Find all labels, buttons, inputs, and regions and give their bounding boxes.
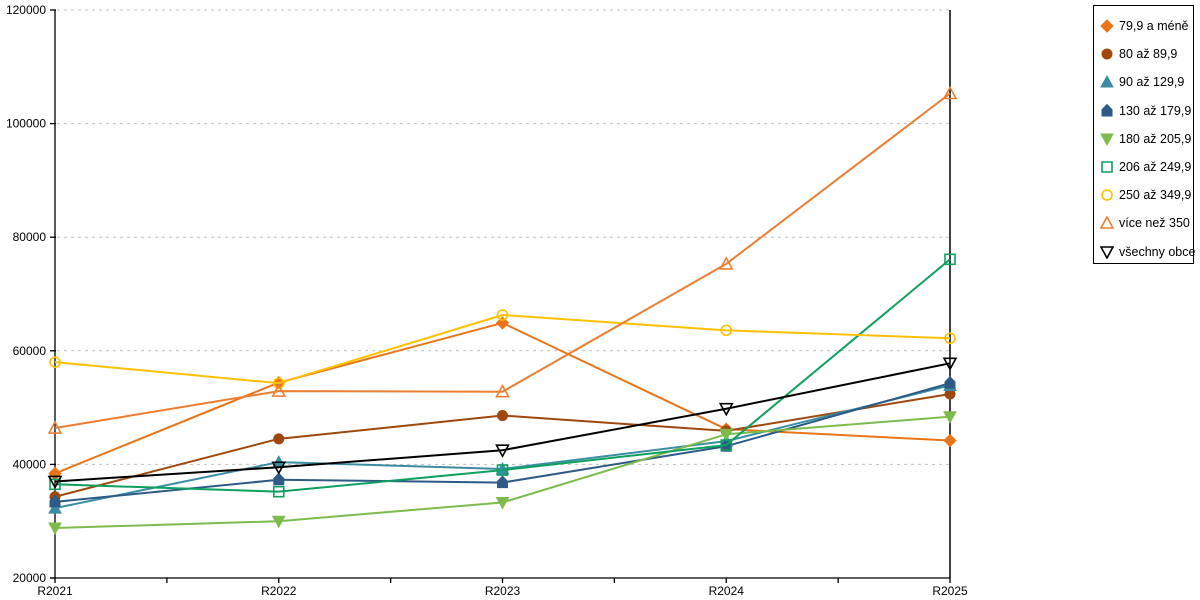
series-marker (718, 402, 734, 417)
series-marker (944, 375, 956, 389)
series-marker (497, 410, 508, 422)
series-206 až 249,9 (49, 253, 956, 498)
series-marker (272, 377, 285, 389)
x-tick-label: R2021 (37, 584, 73, 598)
series-marker (943, 433, 957, 448)
series-více než 350 (47, 85, 958, 434)
y-tick-label: 60000 (13, 344, 47, 358)
series-marker (496, 309, 509, 321)
legend-item: více než 350 (1099, 209, 1193, 237)
x-tick-label: R2025 (932, 584, 968, 598)
pentagon-icon (1100, 103, 1114, 118)
series-marker (271, 383, 287, 397)
triangle-up-icon (1099, 215, 1115, 230)
legend-item: 80 až 89,9 (1100, 40, 1193, 68)
legend-item: 90 až 129,9 (1100, 68, 1193, 96)
series-130 až 179,9 (49, 375, 956, 508)
y-tick-label: 100000 (6, 117, 46, 131)
legend-label: více než 350 (1119, 216, 1190, 231)
series-marker (47, 475, 63, 490)
series-line (54, 362, 951, 483)
y-tick-label: 20000 (13, 571, 47, 585)
series-marker (48, 501, 62, 514)
series-90 až 129,9 (48, 378, 957, 514)
legend-label: 250 až 349,9 (1119, 188, 1192, 203)
series-marker (272, 485, 285, 498)
legend-label: 206 až 249,9 (1119, 160, 1192, 175)
series-všechny obce (47, 357, 958, 490)
x-tick-label: R2022 (261, 584, 297, 598)
series-marker (271, 461, 287, 475)
diamond-icon (1100, 19, 1114, 33)
y-tick-label: 40000 (13, 457, 47, 471)
series-marker (720, 439, 733, 451)
legend-item: 180 až 205,9 (1100, 125, 1193, 153)
series-marker (944, 332, 956, 345)
series-marker (942, 357, 958, 371)
legend-item: 130 až 179,9 (1100, 97, 1193, 125)
x-tick-label: R2024 (709, 584, 745, 598)
series-marker (943, 411, 957, 424)
series-marker (495, 384, 510, 398)
legend-item: všechny obce (1099, 238, 1196, 266)
series-marker (495, 496, 510, 510)
series-line (54, 92, 951, 430)
series-marker (273, 433, 285, 445)
circle-icon (1100, 188, 1114, 202)
series-marker (47, 420, 63, 434)
legend-label: 180 až 205,9 (1119, 131, 1192, 146)
series-marker (49, 478, 61, 491)
legend-label: 79,9 a méně (1119, 19, 1189, 34)
series-250 až 349,9 (49, 309, 956, 389)
series-marker (49, 356, 61, 368)
triangle-up-icon (1100, 75, 1114, 89)
legend-label: 90 až 129,9 (1119, 75, 1185, 90)
legend-label: 80 až 89,9 (1119, 47, 1178, 62)
series-180 až 205,9 (48, 411, 957, 536)
legend-item: 206 až 249,9 (1100, 153, 1193, 181)
y-tick-label: 120000 (6, 3, 46, 17)
series-marker (48, 466, 62, 481)
legend: 79,9 a méně 80 až 89,9 90 až 129,9 130 až 1… (1093, 5, 1196, 266)
series-marker (944, 253, 956, 266)
triangle-down-icon (1100, 132, 1114, 146)
square-icon (1100, 160, 1114, 174)
legend-item: 250 až 349,9 (1100, 181, 1193, 209)
y-tick-label: 80000 (13, 230, 47, 244)
series-marker (48, 522, 62, 536)
circle-icon (1100, 47, 1114, 61)
series-marker (271, 515, 286, 529)
series-marker (497, 475, 508, 489)
series-marker (496, 464, 509, 476)
series-marker (942, 85, 958, 100)
series-line (54, 314, 951, 385)
legend-label: 130 až 179,9 (1119, 103, 1192, 118)
legend-item: 79,9 a méně (1100, 12, 1193, 40)
series-marker (49, 494, 61, 508)
series-marker (719, 428, 734, 442)
series-marker (720, 324, 733, 337)
legend-label: všechny obce (1119, 244, 1196, 259)
series-line (54, 384, 951, 510)
series-marker (718, 256, 734, 270)
series-marker (495, 444, 510, 458)
triangle-down-icon (1099, 245, 1115, 260)
series-line (54, 258, 951, 493)
x-tick-label: R2023 (485, 584, 521, 598)
series-marker (273, 472, 285, 486)
